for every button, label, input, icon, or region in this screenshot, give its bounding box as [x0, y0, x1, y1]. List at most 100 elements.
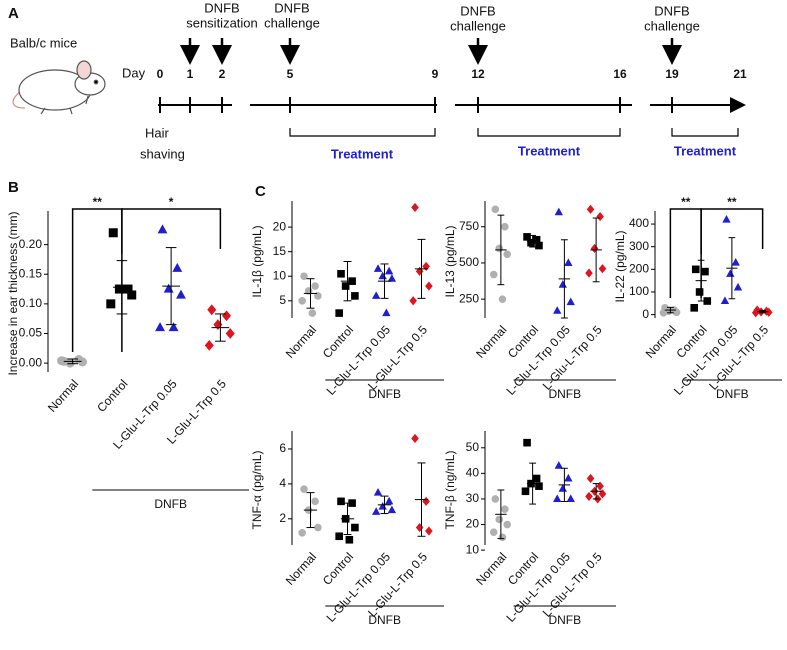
point	[535, 241, 543, 250]
point	[378, 271, 387, 280]
point	[422, 261, 430, 271]
event-label: DNFB	[654, 3, 689, 18]
point	[489, 270, 498, 279]
point	[351, 523, 359, 532]
day-label: 9	[432, 67, 439, 81]
point	[415, 522, 424, 533]
event-label: challenge	[450, 18, 506, 33]
point	[172, 262, 183, 272]
panel-label: A	[8, 5, 19, 22]
point	[521, 487, 530, 496]
point	[503, 250, 512, 259]
x-tick-label: Control	[94, 377, 130, 415]
point	[691, 265, 700, 274]
y-tick-label: 0.05	[19, 326, 43, 340]
y-tick-label: 0	[642, 307, 649, 321]
point	[564, 258, 573, 266]
point	[204, 339, 214, 351]
subject-label: Balb/c mice	[10, 35, 77, 50]
point	[384, 266, 394, 275]
y-axis-label: IL-1β (pg/mL)	[250, 225, 264, 297]
point	[222, 310, 232, 322]
y-tick-label: 10	[273, 268, 287, 282]
event-label: sensitization	[186, 15, 258, 30]
point	[501, 505, 509, 513]
point	[373, 488, 383, 496]
y-tick-label: 4	[279, 476, 286, 490]
y-tick-label: 5	[279, 293, 286, 307]
point	[598, 264, 607, 274]
point	[176, 289, 186, 299]
point	[703, 297, 712, 305]
x-tick-label: Normal	[283, 550, 319, 588]
point	[751, 308, 760, 318]
y-tick-label: 15	[273, 244, 287, 258]
day-label: 1	[187, 67, 194, 81]
event-label: challenge	[644, 18, 700, 33]
point	[300, 485, 308, 493]
point	[495, 515, 504, 524]
sig-bracket	[669, 208, 702, 298]
point	[345, 535, 354, 544]
group-label: DNFB	[368, 613, 401, 627]
treatment-label: Treatment	[331, 146, 394, 161]
sig-bracket	[121, 208, 222, 352]
point	[207, 304, 217, 316]
y-tick-label: 20	[273, 219, 287, 233]
point	[585, 491, 593, 501]
y-tick-label: 0.10	[19, 296, 43, 310]
y-tick-label: 30	[466, 491, 480, 505]
sig-label: **	[93, 195, 103, 209]
x-tick-label: Normal	[283, 323, 319, 361]
point	[590, 243, 599, 254]
y-tick-label: 500	[459, 255, 479, 269]
day-label: 19	[665, 67, 679, 81]
point	[387, 505, 397, 514]
day-label: 21	[733, 67, 747, 81]
point	[726, 269, 735, 277]
point	[491, 495, 500, 503]
group-label: DNFB	[154, 497, 187, 511]
point	[163, 283, 174, 293]
point	[300, 272, 308, 281]
point	[596, 481, 604, 491]
point	[585, 268, 593, 278]
y-tick-label: 0.15	[19, 266, 43, 280]
point	[720, 296, 730, 305]
y-tick-label: 250	[459, 291, 479, 305]
y-tick-label: 0.20	[19, 237, 43, 251]
point	[523, 233, 531, 241]
point	[498, 295, 507, 303]
y-tick-label: 200	[629, 262, 649, 276]
y-tick-label: 6	[279, 441, 286, 455]
point	[106, 299, 116, 309]
point	[554, 461, 563, 469]
point	[722, 214, 731, 223]
point	[298, 528, 306, 537]
event-label: DNFB	[274, 0, 309, 15]
point	[527, 238, 535, 247]
y-tick-label: 400	[629, 216, 649, 230]
point	[491, 205, 500, 214]
point	[425, 526, 433, 536]
point	[566, 494, 575, 502]
point	[558, 280, 567, 288]
point	[298, 297, 306, 305]
point	[108, 228, 118, 238]
point	[659, 308, 668, 317]
point	[157, 224, 168, 234]
point	[495, 244, 504, 253]
point	[566, 297, 575, 306]
y-tick-label: 750	[459, 219, 479, 233]
panel-label: C	[255, 183, 266, 200]
point	[335, 309, 343, 317]
point	[501, 222, 509, 231]
point	[168, 322, 179, 332]
y-tick-label: 20	[466, 517, 480, 531]
point	[596, 212, 604, 222]
treatment-label: Treatment	[674, 143, 737, 158]
point	[731, 257, 740, 266]
y-axis-label: TNF-α (pg/mL)	[250, 451, 264, 530]
hair-label: Hair	[145, 125, 170, 140]
